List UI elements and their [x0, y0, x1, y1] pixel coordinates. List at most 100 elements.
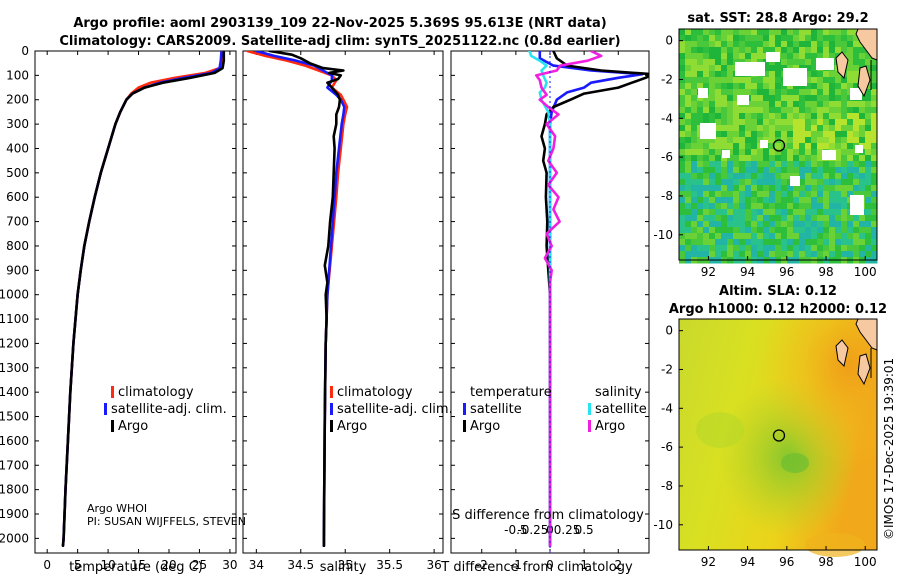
sst-cell: [841, 185, 848, 192]
sst-cell: [847, 155, 854, 162]
sst-cell: [691, 197, 698, 204]
sst-cell: [817, 95, 824, 102]
sst-cell: [715, 179, 722, 186]
sst-cell: [769, 119, 776, 126]
sst-cell: [775, 107, 782, 114]
sst-cell: [697, 113, 704, 120]
sst-cell: [679, 59, 686, 66]
sst-cell: [715, 29, 722, 36]
sst-cell: [709, 155, 716, 162]
sst-cell: [811, 191, 818, 198]
sst-cell: [841, 209, 848, 216]
sst-cell: [703, 137, 710, 144]
map-x-tick-label: 96: [779, 555, 794, 569]
sst-nodata-patch: [722, 150, 730, 158]
sst-cell: [781, 35, 788, 42]
sst-cell: [865, 233, 872, 240]
sst-cell: [817, 227, 824, 234]
sst-cell: [733, 203, 740, 210]
sst-cell: [805, 233, 812, 240]
sst-cell: [805, 125, 812, 132]
sst-cell: [793, 161, 800, 168]
sst-cell: [835, 185, 842, 192]
sst-cell: [829, 227, 836, 234]
sst-cell: [835, 119, 842, 126]
sst-cell: [727, 191, 734, 198]
sst-cell: [763, 215, 770, 222]
sst-cell: [775, 197, 782, 204]
sst-cell: [793, 203, 800, 210]
sst-cell: [781, 113, 788, 120]
temperature-legend: climatology satellite-adj. clim. Argo: [104, 385, 227, 434]
sst-cell: [793, 131, 800, 138]
sst-cell: [871, 137, 878, 144]
sst-cell: [847, 29, 854, 36]
sst-cell: [775, 29, 782, 36]
sst-cell: [727, 35, 734, 42]
sst-cell: [697, 173, 704, 180]
sst-cell: [805, 149, 812, 156]
sst-cell: [787, 203, 794, 210]
sst-cell: [697, 59, 704, 66]
sst-cell: [685, 83, 692, 90]
legend-swatch-s-satellite: [588, 403, 591, 415]
sst-cell: [739, 113, 746, 120]
sst-cell: [823, 95, 830, 102]
sst-cell: [811, 77, 818, 84]
sst-cell: [703, 47, 710, 54]
sst-cell: [865, 215, 872, 222]
sst-cell: [859, 107, 866, 114]
sst-cell: [751, 197, 758, 204]
sst-cell: [763, 161, 770, 168]
sst-cell: [775, 41, 782, 48]
sst-cell: [865, 95, 872, 102]
sst-cell: [685, 155, 692, 162]
sst-cell: [769, 197, 776, 204]
sst-cell: [823, 239, 830, 246]
sst-cell: [679, 137, 686, 144]
sst-cell: [775, 245, 782, 252]
sst-cell: [709, 35, 716, 42]
sst-cell: [811, 119, 818, 126]
sst-cell: [691, 137, 698, 144]
sst-cell: [727, 89, 734, 96]
sst-cell: [745, 125, 752, 132]
sst-cell: [847, 119, 854, 126]
sst-cell: [871, 59, 878, 66]
sst-cell: [805, 173, 812, 180]
sst-cell: [817, 251, 824, 258]
sst-cell: [757, 173, 764, 180]
float-info-text: Argo WHOI: [87, 502, 147, 515]
sst-cell: [733, 239, 740, 246]
sst-cell: [799, 137, 806, 144]
sst-cell: [811, 89, 818, 96]
sst-cell: [859, 215, 866, 222]
sst-cell: [871, 101, 878, 108]
sst-cell: [865, 83, 872, 90]
sst-cell: [763, 89, 770, 96]
sst-cell: [757, 155, 764, 162]
sst-cell: [721, 197, 728, 204]
sst-cell: [775, 209, 782, 216]
sst-cell: [691, 107, 698, 114]
sst-cell: [829, 107, 836, 114]
sst-cell: [679, 113, 686, 120]
sla-patch: [696, 412, 744, 448]
sst-cell: [865, 251, 872, 258]
legend-swatch-climatology: [330, 386, 333, 398]
sst-cell: [679, 179, 686, 186]
x-tick-label: -1: [510, 558, 522, 572]
sst-cell: [721, 65, 728, 72]
sst-cell: [811, 59, 818, 66]
sst-cell: [781, 119, 788, 126]
sst-cell: [847, 173, 854, 180]
sst-cell: [697, 35, 704, 42]
sst-cell: [691, 215, 698, 222]
depth-tick-label: 2000: [0, 531, 29, 545]
sst-cell: [805, 71, 812, 78]
depth-tick-label: 500: [6, 166, 29, 180]
sst-cell: [847, 113, 854, 120]
sst-cell: [859, 125, 866, 132]
sst-cell: [811, 221, 818, 228]
sst-cell: [841, 221, 848, 228]
